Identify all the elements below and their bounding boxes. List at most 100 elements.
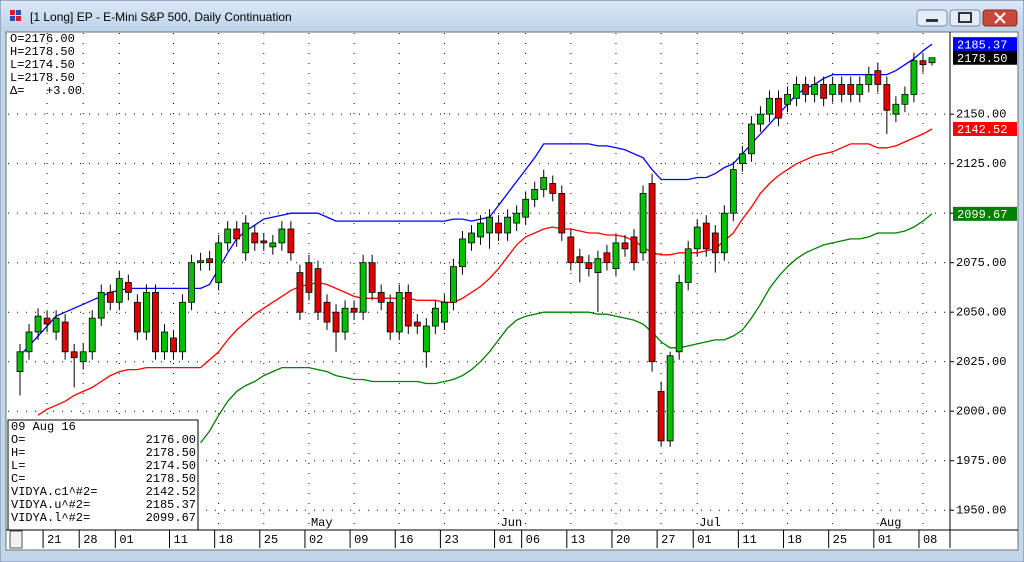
candle-body <box>486 216 493 234</box>
candle-body <box>251 232 259 244</box>
price-tag <box>953 37 1017 52</box>
candle-body <box>693 226 701 250</box>
month-label: May <box>311 516 333 530</box>
candle-body <box>224 228 232 244</box>
ohlc-readout: L=2178.50 <box>10 71 75 85</box>
candle-body <box>233 228 241 240</box>
candle-body <box>639 192 647 254</box>
candle-body <box>558 192 566 234</box>
window-title: [1 Long] EP - E-Mini S&P 500, Daily Cont… <box>30 10 292 24</box>
candle-body <box>585 262 593 270</box>
candle-body <box>549 183 557 194</box>
candle-body <box>901 93 909 105</box>
data-window-label: VIDYA.l^#2= <box>11 511 90 525</box>
candle-body <box>711 232 719 254</box>
candle-body <box>179 301 186 353</box>
candle-body <box>847 84 855 95</box>
candle-body <box>25 331 33 353</box>
candle-body <box>811 84 819 95</box>
x-tick-label: 06 <box>526 533 540 547</box>
data-window-label: C= <box>11 472 25 486</box>
candle-body <box>450 266 457 303</box>
data-window-value: 2176.00 <box>146 433 196 447</box>
candle-body <box>206 258 214 264</box>
data-window-label: VIDYA.c1^#2= <box>11 485 97 499</box>
candle-body <box>612 242 620 270</box>
candle-body <box>404 291 412 327</box>
candle-body <box>838 84 846 95</box>
data-window-value: 2185.37 <box>146 498 196 512</box>
candle-body <box>431 307 439 327</box>
candle-body <box>197 260 204 264</box>
candle-body <box>34 315 42 333</box>
candle-body <box>675 282 683 353</box>
candle-body <box>757 113 764 125</box>
candle-body <box>440 301 448 323</box>
scroll-box[interactable] <box>9 530 23 549</box>
x-tick-label: 23 <box>444 533 458 547</box>
candle-body <box>70 351 78 359</box>
data-window-date: 09 Aug 16 <box>11 420 76 434</box>
x-tick-label: 21 <box>47 533 61 547</box>
candle-body <box>919 60 927 66</box>
candle-body <box>314 268 322 313</box>
price-tag-label: 2099.67 <box>957 208 1007 222</box>
x-tick-label: 18 <box>219 533 233 547</box>
candle-body <box>495 222 502 234</box>
candle-body <box>522 198 530 218</box>
candle-body <box>386 301 394 333</box>
candle-body <box>594 258 602 273</box>
maximize-button[interactable] <box>949 9 981 27</box>
ohlc-readout: H=2178.50 <box>10 45 75 59</box>
candle-body <box>61 321 69 353</box>
candle-body <box>892 103 900 115</box>
x-tick-label: 25 <box>264 533 278 547</box>
minimize-button[interactable] <box>916 9 948 27</box>
x-tick-label: 11 <box>742 533 756 547</box>
candle-body <box>540 177 548 190</box>
candle-body <box>296 272 304 313</box>
candle-body <box>729 169 737 214</box>
app-icon <box>10 10 21 21</box>
candle-body <box>161 331 168 353</box>
candle-body <box>883 84 891 111</box>
close-button[interactable] <box>982 9 1018 27</box>
candle-body <box>188 262 195 303</box>
candle-body <box>152 291 159 353</box>
candle-body <box>504 216 512 234</box>
candle-body <box>143 291 150 333</box>
data-window-value: 2174.50 <box>146 459 196 473</box>
candle-body <box>865 74 873 85</box>
candle-body <box>603 252 611 264</box>
candle-body <box>684 248 692 283</box>
price-tag <box>953 206 1017 221</box>
x-tick-label: 11 <box>174 533 188 547</box>
candle-body <box>52 317 60 333</box>
data-window-label: L= <box>11 459 25 473</box>
candle-body <box>422 325 430 353</box>
y-tick-label: 2075.00 <box>956 256 1006 270</box>
candle-body <box>215 242 223 283</box>
y-tick-label: 2125.00 <box>956 157 1006 171</box>
x-tick-label: 28 <box>83 533 97 547</box>
y-tick-label: 1950.00 <box>956 503 1006 517</box>
x-tick-label: 01 <box>878 533 892 547</box>
candle-body <box>576 256 584 264</box>
candle-body <box>368 262 376 293</box>
candle-body <box>278 228 286 244</box>
candle-body <box>359 262 367 313</box>
candle-body <box>106 291 114 303</box>
candle-body <box>874 70 882 85</box>
candle-body <box>43 317 51 325</box>
y-tick-label: 2000.00 <box>956 404 1006 418</box>
x-tick-label: 25 <box>833 533 847 547</box>
ohlc-readout: O=2176.00 <box>10 32 75 46</box>
candle-body <box>170 337 177 353</box>
month-label: Jul <box>699 516 721 530</box>
price-tag-label: 2178.50 <box>957 52 1007 66</box>
price-tag-label: 2142.52 <box>957 123 1007 137</box>
price-tag <box>953 50 1017 65</box>
x-tick-label: 20 <box>616 533 630 547</box>
candle-body <box>720 212 728 254</box>
